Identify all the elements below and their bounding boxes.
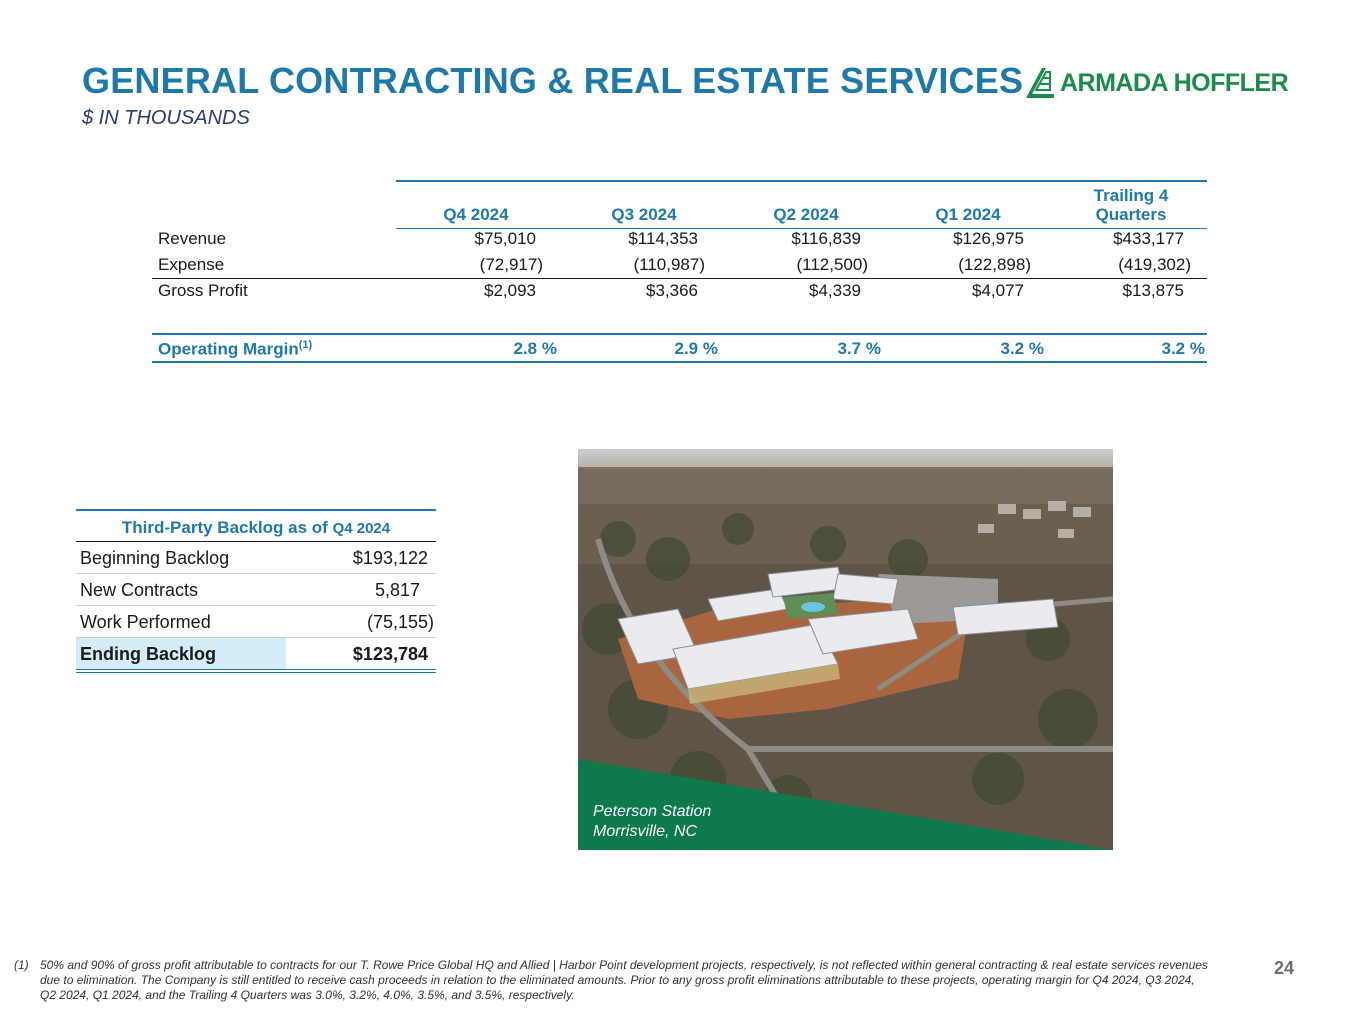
row-label: Expense [158,255,225,274]
backlog-label: Ending Backlog [80,644,217,664]
table-row-revenue: Revenue $75,010 $114,353 $116,839 $126,9… [152,226,1207,252]
column-header-q2-2024: Q2 2024 [773,205,839,224]
photo-caption: Peterson Station Morrisville, NC [593,802,711,842]
margin-value: 2.9 % [674,339,719,358]
table-row-expense: Expense (72,917) (110,987) (112,500) (12… [152,252,1207,279]
backlog-row-new-contracts: New Contracts 5,817 [76,574,436,606]
backlog-row-beginning: Beginning Backlog $193,122 [76,542,436,574]
cell-value: $126,975 [953,229,1024,248]
table-row-gross-profit: Gross Profit $2,093 $3,366 $4,339 $4,077… [152,278,1207,304]
cell-value: (122,898) [958,255,1031,274]
backlog-value: 5,817 [374,580,420,600]
cell-value: $3,366 [646,281,698,300]
row-label: Operating Margin(1) [158,339,313,359]
backlog-value: (75,155) [366,612,434,632]
column-header-trailing-4-quarters: Trailing 4 Quarters [1066,186,1196,224]
trailing-header-line1: Trailing 4 [1093,186,1169,205]
margin-value: 3.2 % [1161,339,1206,358]
property-photo [578,449,1113,850]
cell-value: $4,339 [809,281,861,300]
margin-value: 2.8 % [513,339,558,358]
column-header-q1-2024: Q1 2024 [935,205,1001,224]
backlog-row-ending: Ending Backlog $123,784 [76,638,436,673]
column-header-q4-2024: Q4 2024 [443,205,509,224]
cell-value: (110,987) [633,255,705,274]
backlog-label: Beginning Backlog [80,548,230,568]
logo-text: ARMADA HOFFLER [1060,69,1289,97]
cell-value: $2,093 [484,281,536,300]
caption-location: Morrisville, NC [593,823,697,840]
backlog-label: Work Performed [80,612,211,632]
page-number: 24 [1274,958,1295,978]
company-logo: ARMADA HOFFLER [1024,62,1304,102]
aerial-photo-image [578,449,1113,850]
cell-value: (72,917) [479,255,543,274]
backlog-value: $193,122 [352,548,428,568]
row-label: Revenue [158,229,227,248]
cell-value: $116,839 [791,229,861,248]
page-title: GENERAL CONTRACTING & REAL ESTATE SERVIC… [82,60,1024,101]
footnote-number: (1) [14,958,29,972]
page-subtitle: $ IN THOUSANDS [82,107,250,129]
table-header: Q4 2024 Q3 2024 Q2 2024 Q1 2024 Trailing… [396,180,1207,229]
cell-value: $433,177 [1113,229,1184,248]
caption-property-name: Peterson Station [593,803,712,820]
backlog-table: Third-Party Backlog as of Q4 2024 Beginn… [76,509,436,673]
margin-value: 3.7 % [837,339,882,358]
cell-value: $4,077 [972,281,1024,300]
cell-value: $75,010 [474,229,536,248]
column-header-q3-2024: Q3 2024 [611,205,677,224]
backlog-value: $123,784 [352,644,428,664]
cell-value: $13,875 [1122,281,1184,300]
backlog-row-work-performed: Work Performed (75,155) [76,606,436,638]
footnote-mark: (1) [298,339,313,351]
logo-mark-icon [1026,68,1054,98]
cell-value: (419,302) [1118,255,1191,274]
trailing-header-line2: Quarters [1095,205,1167,224]
table-row-operating-margin: Operating Margin(1) 2.8 % 2.9 % 3.7 % 3.… [152,333,1207,363]
footnote-text: 50% and 90% of gross profit attributable… [40,958,1208,1002]
cell-value: (112,500) [796,255,868,274]
ending-backlog-highlight [76,638,286,669]
backlog-header: Third-Party Backlog as of Q4 2024 [76,509,436,542]
backlog-label: New Contracts [80,580,199,600]
margin-value: 3.2 % [1000,339,1045,358]
cell-value: $114,353 [628,229,698,248]
row-label: Gross Profit [158,281,248,300]
